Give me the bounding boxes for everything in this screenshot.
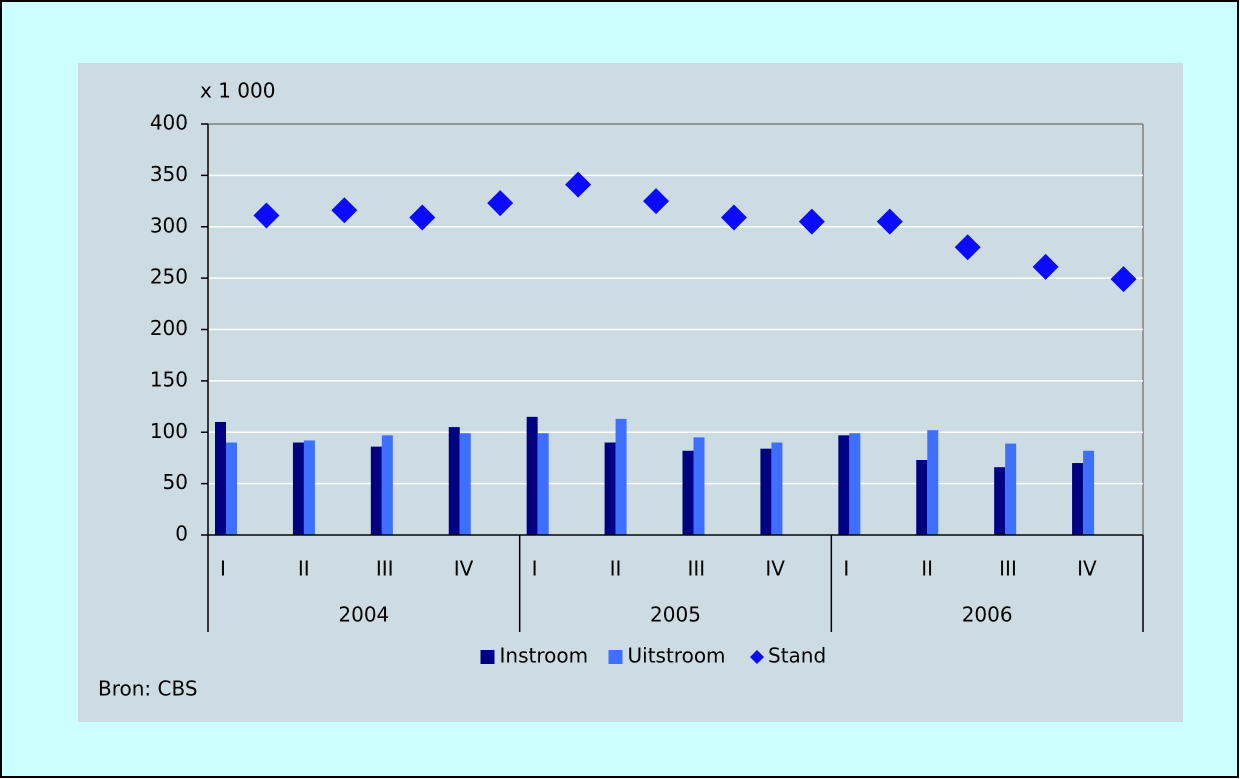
x-group-label: 2004 — [338, 603, 389, 627]
stand-marker — [565, 171, 592, 198]
y-tick-label: 400 — [150, 111, 188, 135]
chart-panel — [78, 63, 1183, 722]
stand-marker — [643, 188, 670, 215]
bar — [1005, 443, 1017, 535]
x-tick-label: IV — [765, 557, 785, 581]
x-group-label: 2005 — [650, 603, 701, 627]
x-tick-label: I — [532, 557, 538, 581]
bar — [370, 446, 382, 535]
stand-marker — [1110, 266, 1137, 293]
stand-marker — [487, 190, 514, 217]
legend-swatch — [608, 650, 623, 664]
y-tick-label: 0 — [175, 522, 188, 546]
legend-swatch — [480, 650, 495, 664]
stand-marker — [409, 204, 436, 231]
x-tick-label: II — [610, 557, 622, 581]
bar — [537, 433, 549, 535]
x-tick-label: III — [376, 557, 394, 581]
stand-marker — [253, 202, 280, 229]
x-tick-label: I — [843, 557, 849, 581]
bar — [849, 433, 861, 535]
legend-label: Instroom — [500, 644, 589, 668]
bar — [604, 442, 616, 535]
y-tick-label: 100 — [150, 419, 188, 443]
x-tick-label: III — [999, 557, 1017, 581]
bar — [303, 440, 315, 535]
x-tick-label: IV — [454, 557, 474, 581]
y-tick-label: 250 — [150, 265, 188, 289]
bar — [1072, 463, 1084, 535]
bar — [448, 427, 460, 535]
x-tick-label: II — [298, 557, 310, 581]
x-tick-label: III — [688, 557, 706, 581]
bar — [459, 433, 471, 535]
stand-marker — [1032, 253, 1059, 280]
stand-marker — [954, 234, 981, 261]
stand-marker — [720, 204, 747, 231]
x-group-label: 2006 — [962, 603, 1013, 627]
bar — [526, 416, 538, 535]
legend-label: Uitstroom — [628, 644, 726, 668]
bar — [760, 448, 772, 535]
bar — [226, 442, 237, 535]
x-tick-label: IV — [1077, 557, 1097, 581]
legend-label: Stand — [768, 644, 826, 668]
y-tick-label: 200 — [150, 316, 188, 340]
y-unit-label: x 1 000 — [200, 79, 275, 103]
bar — [381, 435, 393, 535]
bar — [771, 442, 783, 535]
legend-marker — [750, 650, 764, 664]
y-tick-label: 150 — [150, 367, 188, 391]
bar — [215, 421, 226, 535]
x-tick-label: II — [921, 557, 933, 581]
bar — [615, 418, 627, 535]
bar — [693, 437, 705, 535]
stand-marker — [331, 197, 358, 224]
bar — [292, 442, 304, 535]
y-tick-label: 300 — [150, 213, 188, 237]
bar — [838, 435, 850, 535]
source: Bron: CBS — [98, 677, 198, 701]
bar — [994, 467, 1006, 535]
stand-marker — [876, 208, 903, 235]
bar — [916, 459, 928, 535]
y-tick-label: 50 — [163, 470, 188, 494]
stand-marker — [798, 208, 825, 235]
y-tick-label: 350 — [150, 162, 188, 186]
bar — [1083, 450, 1095, 535]
bar — [927, 430, 939, 535]
bar — [682, 450, 694, 535]
x-tick-label: I — [220, 557, 226, 581]
